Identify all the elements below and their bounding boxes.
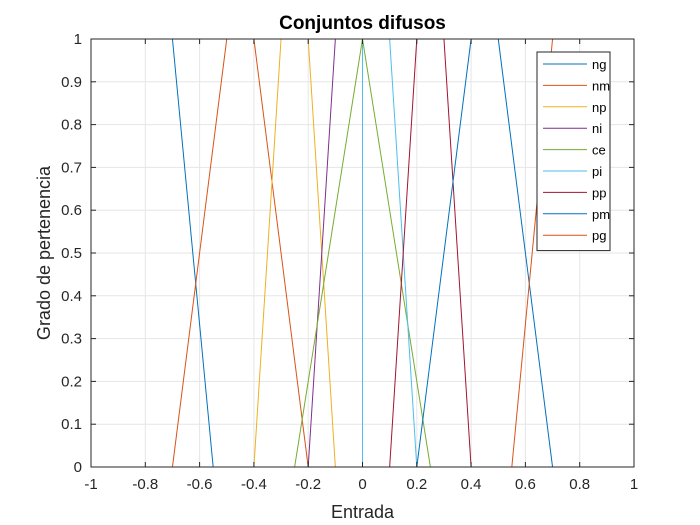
y-tick-label: 0.1 xyxy=(61,416,82,433)
legend-label-pg: pg xyxy=(592,228,606,243)
chart-title: Conjuntos difusos xyxy=(279,13,446,34)
x-tick-label: 0.6 xyxy=(515,476,536,493)
legend-label-np: np xyxy=(592,100,606,115)
y-tick-label: 1 xyxy=(74,31,82,48)
legend: ng nm np ni ce pi pp pm pg xyxy=(536,51,611,252)
y-tick-label: 0.7 xyxy=(61,159,82,176)
x-tick-label: 1 xyxy=(630,476,638,493)
y-axis-title: Grado de pertenencia xyxy=(34,165,54,340)
x-tick-label: -0.4 xyxy=(241,476,267,493)
x-tick-label: 0.8 xyxy=(569,476,590,493)
y-tick-label: 0 xyxy=(74,459,82,476)
y-tick-label: 0.2 xyxy=(61,373,82,390)
legend-label-ce: ce xyxy=(592,143,606,158)
legend-label-pp: pp xyxy=(592,185,606,200)
legend-label-ng: ng xyxy=(592,57,606,72)
x-tick-label: -0.8 xyxy=(132,476,158,493)
x-tick-label: 0.4 xyxy=(461,476,482,493)
y-tick-label: 0.6 xyxy=(61,202,82,219)
y-tick-label: 0.4 xyxy=(61,288,82,305)
x-axis-title: Entrada xyxy=(331,502,395,522)
y-tick-label: 0.3 xyxy=(61,331,82,348)
x-tick-label: -1 xyxy=(84,476,97,493)
x-tick-label: -0.6 xyxy=(187,476,213,493)
ticks: -1 -0.8 -0.6 -0.4 -0.2 0 0.2 0.4 0.6 0.8 1 0 0.1 0.2 0… xyxy=(61,31,638,493)
y-tick-label: 0.5 xyxy=(61,245,82,262)
y-tick-label: 0.9 xyxy=(61,74,82,91)
legend-label-pm: pm xyxy=(592,207,610,222)
y-tick-label: 0.8 xyxy=(61,117,82,134)
x-tick-label: -0.2 xyxy=(295,476,321,493)
legend-label-nm: nm xyxy=(592,78,610,93)
legend-label-pi: pi xyxy=(592,164,602,179)
x-tick-label: 0 xyxy=(358,476,366,493)
legend-label-ni: ni xyxy=(592,121,602,136)
x-tick-label: 0.2 xyxy=(406,476,427,493)
